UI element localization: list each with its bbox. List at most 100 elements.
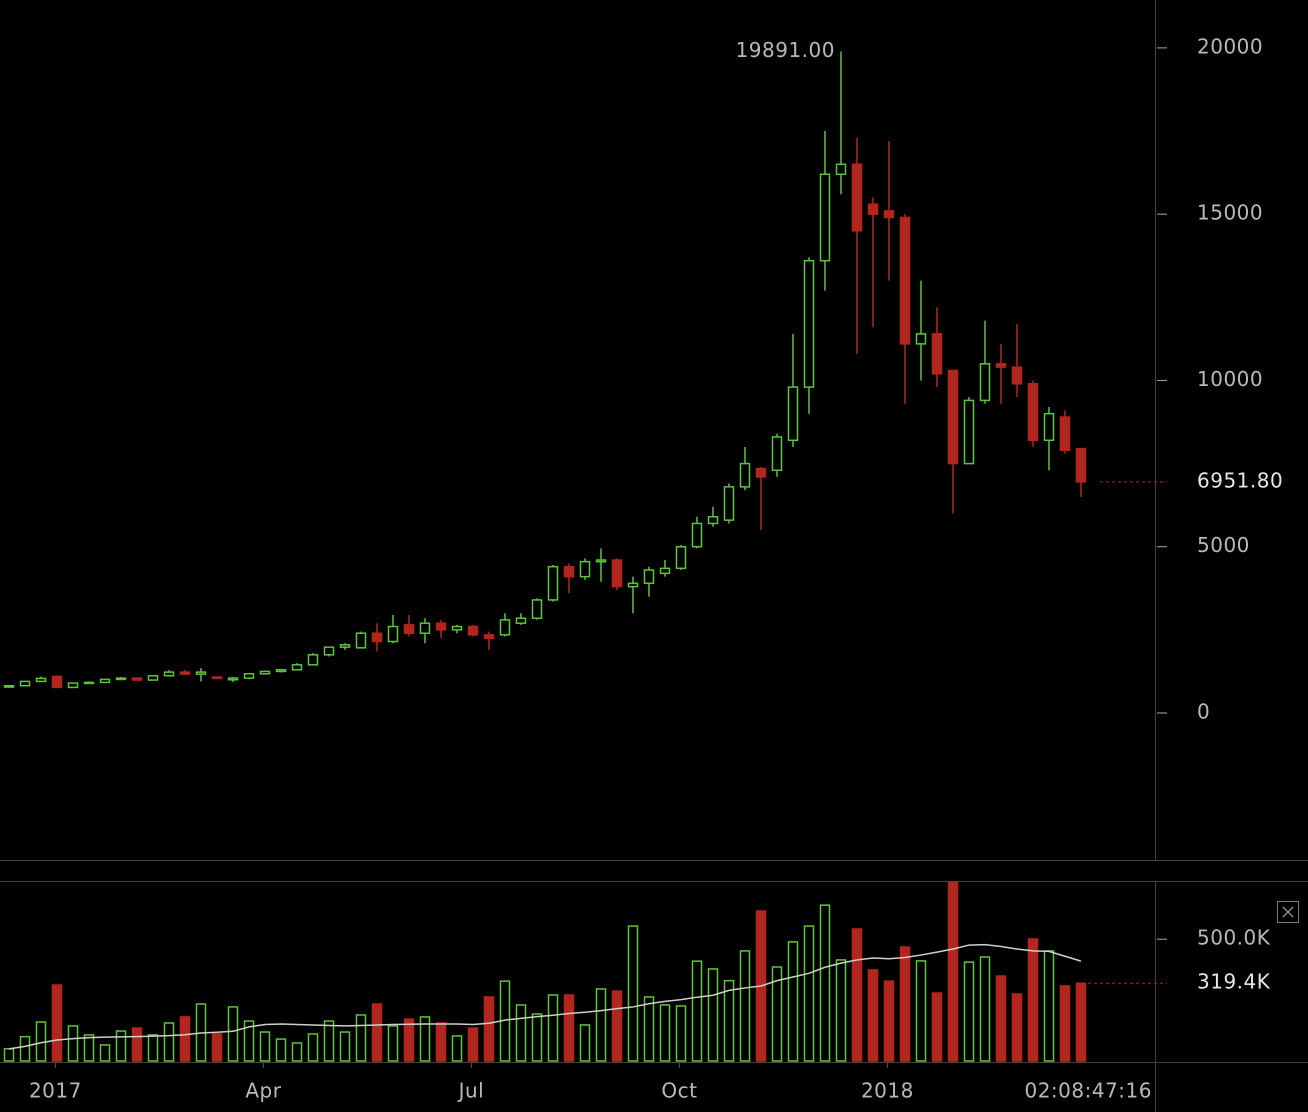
volume-bar xyxy=(211,1033,223,1062)
volume-bar xyxy=(547,994,559,1062)
volume-bar xyxy=(851,928,863,1062)
y-tick-label: 10000 xyxy=(1197,367,1263,391)
candle-body xyxy=(387,625,399,643)
volume-bar xyxy=(387,1025,399,1062)
candle-body xyxy=(931,333,943,375)
y-tick-label: 0 xyxy=(1197,700,1210,724)
volume-bar xyxy=(947,882,959,1062)
volume-bar xyxy=(147,1034,159,1062)
candle-body xyxy=(515,617,527,624)
candle-body xyxy=(131,677,143,681)
candle-body xyxy=(51,675,63,689)
volume-bar xyxy=(1075,982,1087,1062)
candle-body xyxy=(1075,447,1087,483)
volume-bar xyxy=(739,950,751,1062)
volume-bar xyxy=(707,968,719,1062)
volume-bar xyxy=(659,1004,671,1062)
volume-bar xyxy=(1043,950,1055,1062)
volume-bar xyxy=(131,1027,143,1062)
candle-body xyxy=(595,559,607,563)
candle-body xyxy=(419,622,431,634)
volume-bar xyxy=(931,992,943,1062)
x-tick-label: 2017 xyxy=(29,1079,82,1103)
volume-bar xyxy=(323,1020,335,1062)
volume-bar xyxy=(419,1016,431,1062)
candle-body xyxy=(163,671,175,677)
volume-pane xyxy=(3,882,1087,1062)
candle-body xyxy=(99,678,111,684)
volume-bar xyxy=(819,904,831,1062)
candle-body xyxy=(787,386,799,442)
candle-body xyxy=(35,677,47,683)
candle-body xyxy=(979,363,991,402)
candle-body xyxy=(195,671,207,675)
candle-body xyxy=(995,363,1007,368)
candle-body xyxy=(819,173,831,262)
candle-body xyxy=(1059,416,1071,452)
candle-body xyxy=(643,569,655,585)
x-tick-label: Oct xyxy=(661,1079,697,1103)
candle-body xyxy=(547,565,559,601)
candle-body xyxy=(851,163,863,232)
y-tick-label: 500.0K xyxy=(1197,926,1271,950)
candle-body xyxy=(1011,366,1023,385)
volume-bar xyxy=(483,996,495,1062)
candle-body xyxy=(323,646,335,656)
candle-body xyxy=(579,560,591,578)
candle-body xyxy=(1027,383,1039,442)
volume-moving-average xyxy=(8,943,1082,1050)
y-tick-label: 15000 xyxy=(1197,201,1263,225)
close-icon[interactable] xyxy=(1282,906,1294,918)
candle-body xyxy=(275,669,287,673)
candle-body xyxy=(147,675,159,681)
volume-bar xyxy=(803,925,815,1062)
volume-bar xyxy=(163,1022,175,1062)
volume-bar xyxy=(371,1003,383,1062)
countdown: 02:08:47:16 xyxy=(1024,1079,1152,1103)
volume-bar xyxy=(979,956,991,1062)
volume-bar xyxy=(771,966,783,1062)
volume-bar xyxy=(515,1004,527,1062)
last-price-label: 6951.80 xyxy=(1197,468,1283,492)
volume-bar xyxy=(259,1031,271,1062)
candle-body xyxy=(803,259,815,388)
volume-bar xyxy=(995,975,1007,1062)
volume-bar xyxy=(1027,938,1039,1062)
candle-body xyxy=(355,632,367,649)
volume-bar xyxy=(835,959,847,1062)
candle-body xyxy=(211,676,223,680)
candle-body xyxy=(627,582,639,588)
volume-bar xyxy=(115,1030,127,1062)
volume-bar xyxy=(243,1020,255,1062)
volume-bar xyxy=(19,1035,31,1062)
volume-bar xyxy=(883,980,895,1062)
candle-body xyxy=(531,599,543,619)
volume-bar xyxy=(355,1014,367,1062)
volume-bar xyxy=(611,990,623,1062)
volume-bar xyxy=(83,1034,95,1062)
volume-bar xyxy=(435,1022,447,1062)
candle-body xyxy=(243,673,255,679)
candle-body xyxy=(483,634,495,639)
candle-body xyxy=(227,677,239,681)
candle-body xyxy=(563,565,575,578)
x-tick-label: Apr xyxy=(245,1079,281,1103)
candle-body xyxy=(755,467,767,478)
candle-body xyxy=(707,516,719,525)
volume-bar xyxy=(899,946,911,1062)
volume-bar xyxy=(915,960,927,1062)
volume-bar xyxy=(307,1033,319,1062)
candle-body xyxy=(499,619,511,636)
close-box[interactable] xyxy=(1277,901,1299,923)
volume-bar xyxy=(963,961,975,1062)
candle-body xyxy=(963,399,975,465)
candle-body xyxy=(83,681,95,685)
volume-bar xyxy=(275,1038,287,1062)
candle-body xyxy=(739,462,751,488)
volume-bar xyxy=(467,1027,479,1062)
candle-body xyxy=(867,203,879,215)
close-button[interactable] xyxy=(1277,901,1299,923)
volume-bar xyxy=(531,1013,543,1062)
volume-bar xyxy=(179,1016,191,1062)
